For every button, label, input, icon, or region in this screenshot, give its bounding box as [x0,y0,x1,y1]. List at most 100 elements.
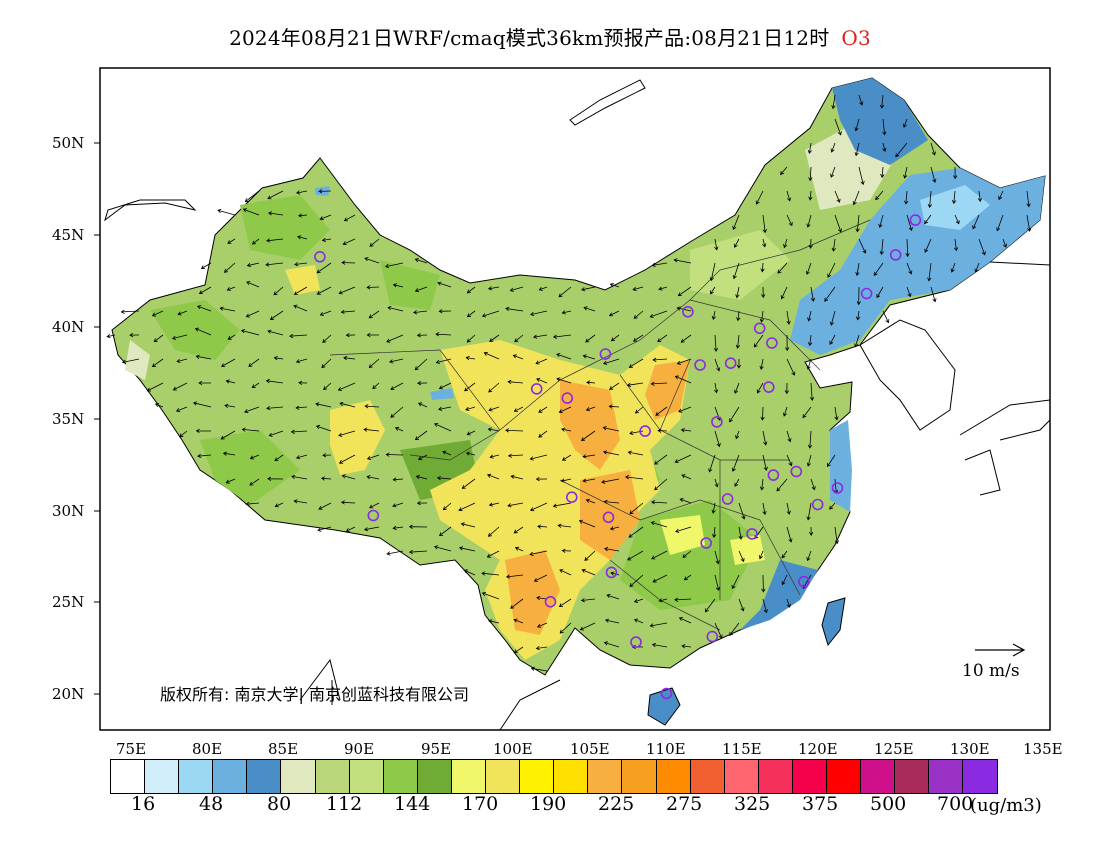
vietnam-outline [299,658,561,730]
wind-arrow [732,262,740,280]
wind-arrow [829,502,836,510]
legend-label: 112 [326,793,363,815]
wind-arrow [808,526,814,536]
wind-arrow [627,450,644,456]
wind-arrow [177,310,188,316]
station-marker [630,636,642,648]
wind-arrow [714,358,721,372]
legend-swatch [486,760,521,793]
map-frame [99,67,1051,731]
wind-arrow [834,214,842,233]
wind-arrow [291,474,308,480]
wind-arrow [154,403,164,408]
wind-arrow [438,526,452,537]
wind-arrow [366,332,379,338]
lat-label: 30N [52,502,85,520]
wind-arrow [713,334,719,352]
wind-arrow [806,358,812,370]
wind-arrow [537,524,548,529]
wind-arrow [129,332,140,338]
wind-arrow [858,238,867,254]
green-patch [240,195,330,260]
wind-arrow [786,454,793,467]
wind-arrow [873,262,884,277]
legend-swatch [758,760,793,793]
wind-arrow [834,190,841,203]
wind-arrow [606,593,620,600]
wind-arrow [827,262,836,278]
station-marker [766,337,778,349]
wind-arrow [487,427,500,432]
wind-arrow [316,262,332,274]
wind-arrow [583,306,596,312]
wind-arrow [854,142,860,157]
wind-arrow [488,502,500,507]
wind-arrow [654,478,668,491]
wind-arrow [561,454,572,461]
wind-arrow [738,550,745,563]
wind-arrow [581,286,596,292]
wind-arrow [442,450,452,456]
wind-arrow [786,526,793,543]
wind-arrow [712,526,717,538]
wind-arrow [268,430,284,437]
legend-swatch [588,760,623,793]
wind-arrow [735,430,740,440]
wind-arrow [710,286,716,295]
axis-ticks [94,142,100,695]
wind-arrow [389,358,404,364]
yellow-zone [660,515,705,555]
wind-arrow [433,423,452,432]
wind-arrow [578,519,596,528]
wind-arrow [507,379,524,385]
wind-arrow [680,428,692,433]
wind-arrow [245,310,260,318]
yellow-zone [730,535,765,565]
lat-label: 50N [52,134,85,152]
wind-arrow [924,214,932,225]
wind-arrow [363,526,380,532]
wind-arrow [609,283,620,288]
lon-label: 90E [344,740,375,758]
wind-arrow [321,237,332,243]
wind-arrow [762,502,767,516]
wind-arrow [481,571,500,576]
wind-arrow [782,406,788,417]
wind-arrow [658,598,668,603]
wind-arrow [343,355,356,361]
wind-arrow [298,213,308,218]
taiwan [821,597,846,647]
wind-arrow [364,257,380,264]
wind-arrow [858,166,865,186]
wind-arrow [120,309,140,314]
wind-arrow [488,406,500,412]
wind-arrow [708,454,716,473]
wind-arrow [733,238,740,248]
wind-arrow [805,262,812,275]
lon-label: 100E [493,740,533,758]
wind-arrow [274,454,284,462]
green-patch [380,260,440,310]
wind-arrow [337,382,356,391]
wind-arrow [175,406,188,413]
wind-arrow [786,310,791,325]
yellow-zone [330,400,385,475]
wind-arrow [714,574,721,592]
wind-arrow [363,427,380,432]
wind-arrow [676,358,692,365]
wind-arrow [629,502,644,515]
wind-arrow [466,286,476,294]
wind-arrow [704,598,716,613]
wind-arrow [633,598,644,603]
wind-arrow [442,502,452,511]
station-marker [790,465,803,478]
wind-arrow [198,286,212,294]
legend-swatch [656,760,691,793]
wind-arrow [809,382,815,401]
wind-arrow [369,238,380,247]
wind-arrow [602,426,620,432]
wind-arrow [267,476,284,481]
wind-arrow [829,310,836,326]
wind-arrow [731,574,740,590]
wind-arrow [830,142,836,153]
